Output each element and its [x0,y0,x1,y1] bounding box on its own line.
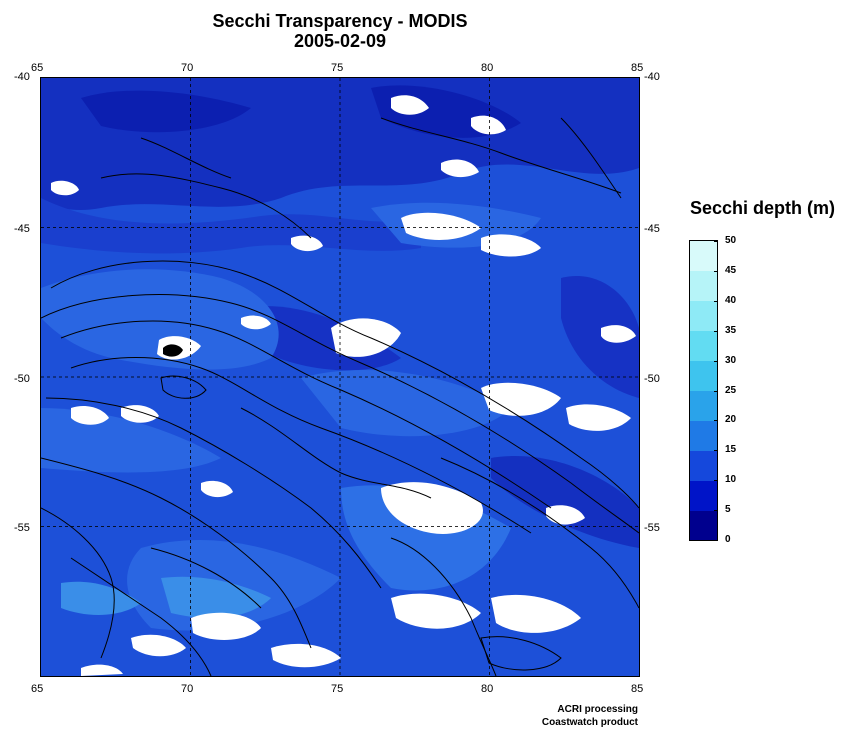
colorbar-band [690,510,717,540]
colorbar-tick-mark [714,360,718,362]
credit-product: Coastwatch product [541,717,638,728]
colorbar-tick-label: 30 [725,354,737,366]
lon-label-top-65: 65 [31,62,44,74]
colorbar-tick-mark [714,241,718,242]
lat-label-left-45: -45 [14,223,30,235]
colorbar-tick-label: 15 [725,444,737,456]
lat-label-right-45: -45 [644,223,660,235]
colorbar-tick-mark [714,420,718,422]
lon-label-bottom-70: 70 [181,683,194,695]
colorbar-tick-label: 50 [725,235,737,246]
lat-label-right-50: -50 [644,373,660,385]
colorbar-tick-label: 5 [725,504,731,516]
colorbar-tick-mark [714,480,718,482]
colorbar-tick-label: 45 [725,264,737,276]
colorbar-band [690,390,717,421]
credit-processing: ACRI processing [557,704,638,715]
colorbar-tick-mark [714,300,718,302]
lon-label-bottom-65: 65 [31,683,44,695]
secchi-map-image [41,78,639,676]
colorbar-tick-label: 10 [725,474,737,486]
colorbar-band [690,360,717,391]
lon-label-top-70: 70 [181,62,194,74]
colorbar-tick-label: 40 [725,294,737,306]
lon-label-top-85: 85 [631,62,644,74]
colorbar-tick-label: 25 [725,384,737,396]
legend-title: Secchi depth (m) [690,198,836,218]
lat-label-left-50: -50 [14,373,30,385]
colorbar-tick-label: 35 [725,324,737,336]
lat-label-left-55: -55 [14,522,30,534]
lon-label-bottom-75: 75 [331,683,344,695]
colorbar-tick-label: 0 [725,534,731,545]
lon-label-top-80: 80 [481,62,494,74]
map-title: Secchi Transparency - MODIS [212,11,468,31]
colorbar-tick-mark [714,450,718,452]
colorbar-tick-label: 20 [725,414,737,426]
colorbar-band [690,330,717,362]
secchi-map [40,77,640,677]
colorbar-band [690,270,717,302]
map-date: 2005-02-09 [293,31,387,51]
colorbar-tick-mark [714,390,718,392]
colorbar-band [690,450,717,481]
lat-label-right-55: -55 [644,522,660,534]
lon-label-top-75: 75 [331,62,344,74]
colorbar-band [690,300,717,332]
colorbar-tick-mark [714,330,718,332]
lon-label-bottom-85: 85 [631,683,644,695]
colorbar-band [690,241,717,272]
colorbar-tick-mark [714,540,718,541]
colorbar-tick-mark [714,510,718,512]
lon-label-bottom-80: 80 [481,683,494,695]
colorbar-tick-mark [714,270,718,272]
lat-label-left-40: -40 [14,71,30,83]
lat-label-right-40: -40 [644,71,660,83]
colorbar-band [690,480,717,511]
colorbar-band [690,420,717,451]
